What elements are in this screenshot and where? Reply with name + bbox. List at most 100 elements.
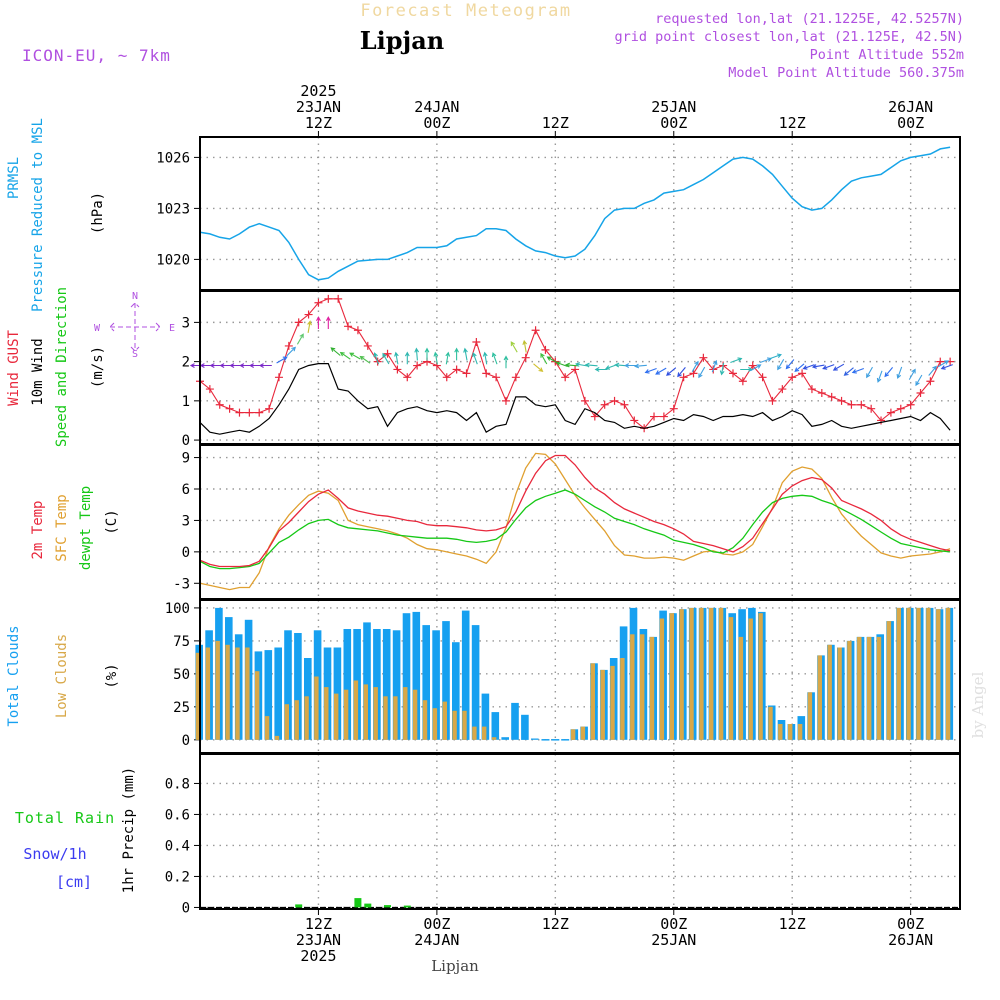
gust-marker (501, 396, 510, 405)
low-cloud-bar (472, 726, 477, 740)
low-cloud-bar (936, 609, 941, 740)
gust-marker (294, 318, 303, 327)
wind-direction-arrow (811, 364, 825, 369)
gust-marker (906, 400, 915, 409)
point-altitude: Point Altitude 552m (810, 47, 964, 63)
gust-marker (659, 412, 668, 421)
top-time-label: 26JAN (888, 98, 933, 116)
bottom-time-label: 12Z (542, 915, 569, 933)
top-time-label: 24JAN (414, 98, 459, 116)
wind-direction-arrow (546, 356, 558, 364)
gust-marker (827, 392, 836, 401)
top-time-label: 12Z (305, 114, 332, 132)
bottom-time-label: 25JAN (651, 931, 696, 949)
axis-label: (hPa) (90, 192, 106, 234)
wind-direction-arrow (454, 347, 459, 361)
axis-label: (m/s) (90, 346, 106, 388)
axis-label: Pressure Reduced to MSL (30, 118, 46, 312)
wind-direction-arrow (677, 367, 686, 378)
location-title: Lipjan (360, 26, 444, 55)
low-cloud-bar (778, 724, 783, 740)
y-tick-label: 1026 (156, 150, 190, 166)
gust-marker (511, 373, 520, 382)
gust-marker (492, 373, 501, 382)
wind-direction-arrow (445, 351, 451, 365)
temp-line-2m-temp (199, 454, 951, 568)
low-cloud-bar (570, 729, 576, 740)
low-cloud-bar (334, 693, 339, 740)
gust-marker (482, 369, 491, 378)
wind-direction-arrow (296, 333, 304, 345)
low-cloud-bar (689, 607, 694, 740)
top-time-label: 12Z (779, 114, 806, 132)
requested-coords: requested lon,lat (21.1225E, 42.5257N) (655, 11, 964, 27)
low-cloud-bar (235, 647, 240, 740)
y-tick-label: 75 (173, 634, 190, 650)
wind-direction-arrow (307, 320, 312, 333)
gust-marker (650, 412, 659, 421)
top-time-label: 12Z (542, 114, 569, 132)
gust-marker (837, 396, 846, 405)
precip-axis-label: 1hr Precip (mm) (121, 767, 137, 893)
gust-marker (413, 361, 422, 370)
axis-label: SFC Temp (54, 494, 70, 561)
gust-marker (807, 385, 816, 394)
wind-direction-arrow (666, 367, 677, 376)
low-cloud-bar (353, 680, 359, 740)
wind-direction-arrow (463, 347, 468, 361)
wind-direction-arrow (740, 367, 754, 372)
wind-direction-arrow (584, 362, 598, 368)
wind-direction-arrow (908, 368, 916, 380)
low-cloud-bar (363, 684, 368, 740)
top-time-label: 00Z (423, 114, 450, 132)
low-cloud-bar (945, 607, 951, 740)
footer-location: Lipjan (431, 957, 479, 975)
low-cloud-bar (314, 676, 319, 740)
low-cloud-bar (827, 644, 832, 740)
low-cloud-bar (906, 607, 911, 740)
gust-marker (205, 385, 214, 394)
wind-direction-arrow (522, 339, 528, 353)
gust-marker (284, 341, 293, 350)
wind-speed-line (199, 363, 951, 435)
axis-label: Speed and Direction (54, 287, 70, 447)
wind-direction-arrow (533, 363, 544, 373)
gust-marker (541, 345, 550, 354)
total-cloud-bar (392, 630, 401, 740)
top-time-label: 25JAN (651, 98, 696, 116)
gust-marker (334, 294, 343, 303)
gust-marker (788, 373, 797, 382)
y-tick-label: 6 (182, 482, 190, 498)
low-cloud-bar (304, 696, 309, 740)
wind-direction-arrow (884, 367, 894, 378)
gust-marker (215, 400, 224, 409)
low-cloud-bar (284, 704, 289, 740)
wind-direction-arrow (316, 316, 321, 329)
low-cloud-bar (432, 708, 438, 740)
total-cloud-bar (382, 629, 391, 740)
wind-direction-arrow (472, 352, 478, 365)
gust-marker (561, 373, 570, 382)
low-cloud-bar (748, 618, 753, 740)
rain-bar (295, 904, 303, 908)
total-cloud-bar (343, 629, 352, 740)
wind-direction-arrow (634, 363, 647, 369)
gust-marker (274, 373, 283, 382)
total-cloud-bar (471, 625, 480, 740)
wind-direction-arrow (832, 363, 845, 371)
wind-direction-arrow (794, 363, 805, 373)
total-cloud-bar (521, 714, 529, 740)
axis-label: Wind GUST (6, 330, 22, 406)
wind-direction-arrow (349, 352, 361, 360)
gust-marker (521, 353, 530, 362)
wind-direction-arrow (564, 362, 578, 368)
grid-point-coords: grid point closest lon,lat (21.125E, 42.… (615, 29, 965, 45)
low-cloud-bar (699, 607, 704, 740)
low-cloud-bar (383, 696, 388, 740)
y-tick-label: 0.2 (165, 869, 190, 885)
total-cloud-bar (274, 647, 282, 740)
panel-wind: 0 1 2 3 Wind GUST 10m Wind Speed and Direction… (6, 287, 961, 449)
low-cloud-bar (679, 609, 684, 740)
gust-marker (877, 416, 886, 425)
